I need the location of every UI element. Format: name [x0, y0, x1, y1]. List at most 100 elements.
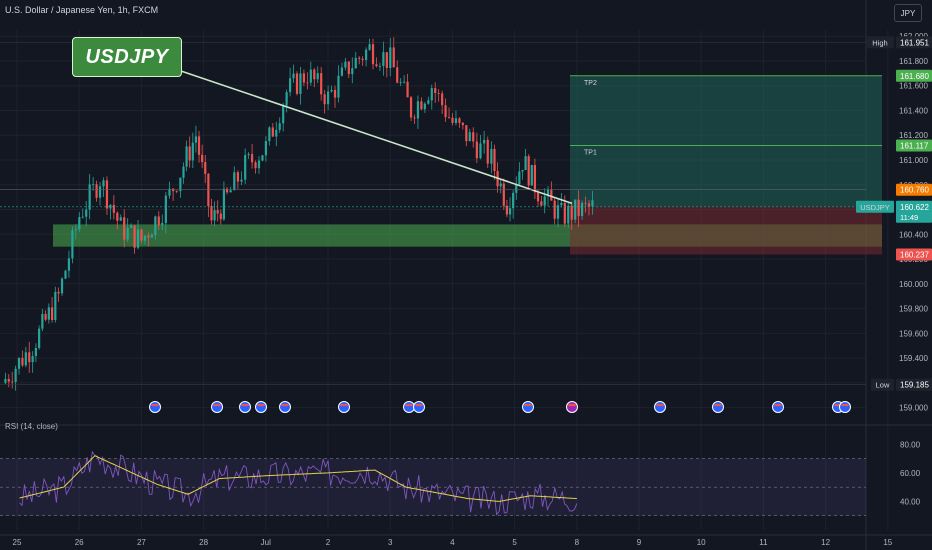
candle-body-16 [57, 291, 60, 294]
rsi-ma-line [19, 455, 577, 502]
candle-body-4 [17, 357, 21, 369]
candle-body-11 [41, 313, 44, 329]
candle-body-33 [116, 212, 119, 221]
candle-body-65 [222, 188, 226, 220]
candle-body-149 [512, 192, 515, 209]
candle-body-85 [292, 73, 295, 79]
candle-body-70 [240, 179, 243, 182]
candle-body-112 [385, 52, 388, 68]
time-tick-5: 2 [326, 538, 331, 547]
candle-body-139 [479, 143, 482, 159]
candle-body-40 [140, 229, 143, 241]
level-name-bg-6 [871, 378, 894, 391]
candle-body-158 [540, 201, 543, 206]
candle-body-141 [486, 139, 489, 164]
candle-body-111 [382, 52, 385, 66]
candle-body-116 [399, 82, 402, 83]
tp2-label: TP2 [584, 80, 597, 87]
rsi-tick-1: 60.00 [900, 469, 921, 478]
candle-body-2 [11, 381, 14, 383]
candle-body-67 [229, 190, 232, 193]
candle-body-58 [201, 154, 204, 163]
candle-body-5 [21, 357, 24, 366]
rsi-tick-0: 80.00 [900, 440, 921, 449]
candle-body-31 [109, 204, 112, 209]
candle-body-78 [268, 127, 271, 142]
candle-body-103 [354, 57, 357, 69]
candle-body-94 [323, 94, 326, 105]
candle-body-24 [85, 209, 88, 217]
candle-body-105 [361, 58, 364, 60]
candle-body-73 [250, 154, 254, 163]
candle-body-154 [527, 156, 530, 186]
candle-body-62 [213, 210, 216, 221]
candle-body-79 [271, 127, 274, 137]
candle-body-159 [543, 196, 546, 206]
level-value-1: 161.680 [900, 72, 929, 81]
candle-body-146 [502, 183, 505, 206]
candle-body-84 [288, 78, 292, 93]
event-flag-icon-4 [281, 404, 289, 407]
event-flag-icon-13 [834, 404, 842, 407]
candle-body-123 [423, 103, 426, 110]
price-tick-2: 161.600 [899, 82, 928, 91]
candle-body-145 [499, 183, 502, 187]
candle-body-97 [333, 89, 337, 98]
candle-body-125 [430, 88, 433, 101]
event-flag-icon-6 [405, 404, 413, 407]
candle-body-6 [24, 352, 27, 366]
price-tick-8: 160.400 [899, 230, 928, 239]
level-name-4: USDJPY [860, 203, 890, 212]
candle-body-0 [4, 378, 7, 383]
level-value-bg-2 [896, 139, 932, 152]
candle-body-93 [320, 73, 323, 95]
candle-body-142 [490, 148, 493, 164]
candle-body-57 [197, 136, 201, 155]
candle-body-118 [406, 81, 409, 98]
event-flag-icon-8 [524, 404, 532, 407]
candle-body-131 [451, 117, 454, 123]
price-tick-4: 161.200 [899, 131, 928, 140]
candle-body-42 [147, 235, 150, 238]
candle-body-76 [261, 155, 264, 161]
time-tick-8: 5 [512, 538, 517, 547]
candle-body-13 [47, 307, 50, 320]
candle-body-117 [403, 81, 406, 83]
candle-body-32 [112, 204, 115, 213]
candle-body-133 [458, 118, 461, 123]
level-name-6: Low [876, 381, 890, 390]
candle-body-126 [434, 88, 437, 93]
candle-body-119 [409, 97, 413, 118]
candle-body-152 [521, 169, 524, 172]
candle-body-27 [95, 184, 98, 198]
price-tick-3: 161.400 [899, 106, 928, 115]
usdjpy-tag: USDJPY [72, 37, 182, 77]
event-flag-icon-10 [656, 404, 664, 407]
candle-body-162 [553, 200, 556, 219]
candle-body-136 [468, 132, 471, 142]
candle-body-38 [133, 225, 136, 248]
economic-event-icon-7 [413, 401, 425, 413]
candle-body-151 [518, 171, 521, 185]
candle-body-46 [161, 222, 164, 226]
candle-body-56 [194, 136, 198, 143]
economic-event-icon-11 [712, 401, 724, 413]
candle-body-99 [340, 67, 344, 76]
time-tick-11: 10 [697, 538, 706, 547]
candle-body-17 [60, 278, 64, 294]
level-name-bg-0 [866, 36, 894, 49]
currency-button[interactable]: JPY [894, 4, 922, 22]
candle-body-50 [175, 191, 178, 192]
price-tick-11: 159.800 [899, 305, 928, 314]
candle-body-87 [299, 73, 302, 94]
candle-body-110 [378, 65, 382, 67]
candle-body-130 [447, 117, 451, 118]
candle-body-77 [264, 141, 267, 156]
candle-body-98 [337, 75, 340, 98]
time-tick-6: 3 [388, 538, 393, 547]
economic-event-icon-1 [211, 401, 223, 413]
candle-body-35 [123, 217, 126, 240]
chart-title: U.S. Dollar / Japanese Yen, 1h, FXCM [5, 5, 159, 15]
economic-event-icon-3 [255, 401, 267, 413]
